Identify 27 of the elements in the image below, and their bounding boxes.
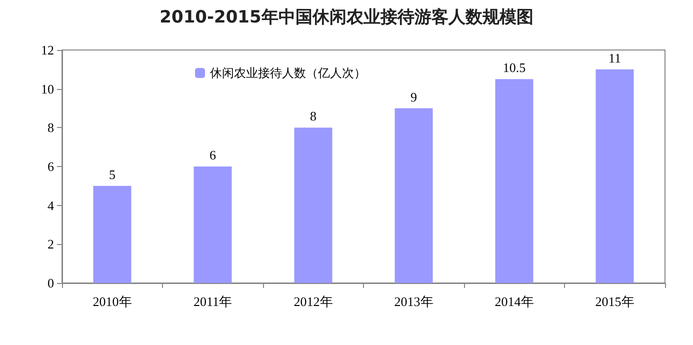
- bar: [394, 108, 433, 283]
- bar: [93, 186, 132, 283]
- data-label: 11: [608, 50, 622, 66]
- legend-label: 休闲农业接待人数（亿人次）: [210, 66, 366, 80]
- x-tick-label: 2011年: [193, 294, 232, 309]
- x-tick-label: 2013年: [394, 294, 434, 309]
- data-label: 5: [109, 166, 116, 182]
- bar: [596, 69, 634, 283]
- x-tick-label: 2015年: [595, 294, 634, 309]
- y-tick-label: 4: [48, 198, 54, 213]
- y-tick-label: 0: [48, 276, 54, 290]
- y-tick-label: 6: [48, 159, 54, 174]
- data-label: 6: [210, 148, 216, 162]
- bar: [294, 128, 332, 283]
- bar: [194, 166, 232, 283]
- data-label: 10.5: [502, 60, 526, 76]
- x-tick-label: 2014年: [494, 294, 534, 309]
- y-tick-label: 10: [41, 81, 54, 96]
- chart-title: 2010-2015年中国休闲农业接待游客人数规模图: [160, 8, 534, 28]
- y-tick-label: 12: [41, 42, 54, 58]
- y-tick-label: 2: [48, 236, 54, 252]
- x-tick-label: 2012年: [294, 294, 333, 309]
- data-label: 9: [410, 89, 417, 104]
- y-tick-label: 8: [48, 120, 54, 136]
- data-label: 8: [310, 108, 316, 124]
- x-tick-label: 2010年: [92, 294, 132, 309]
- bar: [495, 79, 534, 283]
